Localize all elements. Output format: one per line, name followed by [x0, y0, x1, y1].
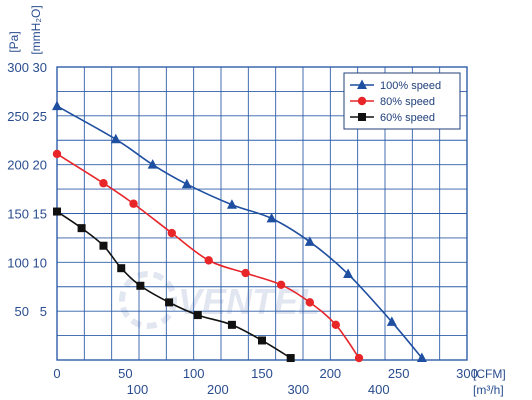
data-point — [99, 241, 108, 250]
legend-marker — [357, 79, 367, 89]
y-tick-label-mmh2o: 15 — [33, 207, 47, 222]
series-line — [56, 105, 423, 359]
data-point — [181, 178, 192, 189]
data-point — [286, 354, 295, 363]
series-circle — [52, 149, 364, 363]
series-square — [53, 207, 295, 363]
data-point — [77, 224, 86, 233]
x-tick-label-m3h: 100 — [127, 382, 149, 397]
data-point — [204, 256, 213, 265]
legend-marker — [358, 113, 366, 121]
y-tick-label-mmh2o: 10 — [33, 255, 47, 270]
data-point — [331, 320, 340, 330]
data-point — [226, 199, 237, 209]
data-point — [99, 179, 108, 188]
y-tick-label-pa: 250 — [7, 109, 29, 124]
data-point — [343, 268, 354, 279]
y-axis-unit-mmh2o: [mmH₂O] — [29, 5, 43, 54]
y-tick-label-pa: 300 — [7, 60, 29, 75]
data-point — [416, 352, 427, 363]
x-tick-label-cfm: 300 — [456, 366, 478, 381]
legend: 100% speed 80% speed 60% speed — [343, 72, 461, 130]
data-point — [110, 133, 121, 144]
x-tick-label-m3h: 200 — [207, 382, 229, 397]
y-tick-label-mmh2o: 5 — [40, 304, 47, 319]
legend-marker — [357, 96, 367, 106]
y-tick-label-pa: 50 — [15, 304, 29, 319]
x-axis-unit-cfm: [CFM] — [473, 367, 506, 381]
data-point — [241, 268, 250, 278]
data-point — [117, 264, 126, 273]
data-point — [165, 298, 174, 307]
grid-lines — [56, 66, 468, 361]
legend-entry: 60% speed — [380, 112, 435, 124]
y-tick-label-mmh2o: 20 — [33, 158, 47, 173]
x-axis-unit-m3h: [m³/h] — [473, 383, 504, 397]
y-tick-label-mmh2o: 30 — [33, 60, 47, 75]
x-tick-label-cfm: 250 — [388, 366, 410, 381]
data-point — [276, 280, 286, 289]
series-line — [56, 210, 292, 359]
data-point — [53, 207, 61, 216]
data-point — [304, 236, 315, 246]
y-tick-label-pa: 150 — [7, 207, 29, 222]
y-tick-label-pa: 100 — [7, 255, 29, 270]
data-point — [227, 320, 236, 329]
x-tick-label-cfm: 0 — [53, 366, 60, 381]
data-point — [266, 212, 277, 223]
data-point — [193, 311, 202, 320]
series-triangle — [52, 100, 427, 363]
data-point — [147, 159, 158, 169]
x-tick-label-cfm: 200 — [319, 366, 341, 381]
x-tick-label-m3h: 400 — [368, 382, 390, 397]
legend-entry: 100% speed — [380, 80, 441, 92]
data-point — [305, 298, 315, 307]
y-tick-label-mmh2o: 25 — [33, 109, 47, 124]
data-point — [52, 100, 62, 111]
y-axis-unit-pa: [Pa] — [7, 31, 21, 52]
data-point — [354, 353, 364, 363]
data-point — [167, 228, 176, 238]
x-tick-label-m3h: 300 — [287, 382, 309, 397]
series-line — [56, 153, 360, 359]
data-point — [52, 149, 62, 159]
series-layer — [52, 100, 427, 363]
data-point — [258, 336, 266, 345]
y-tick-label-pa: 200 — [7, 158, 29, 173]
data-point — [386, 316, 397, 326]
x-tick-label-cfm: 50 — [118, 366, 132, 381]
data-point — [136, 281, 145, 290]
legend-entry: 80% speed — [380, 96, 435, 108]
x-tick-label-cfm: 150 — [251, 366, 273, 381]
x-tick-label-cfm: 100 — [183, 366, 205, 381]
data-point — [129, 199, 138, 208]
